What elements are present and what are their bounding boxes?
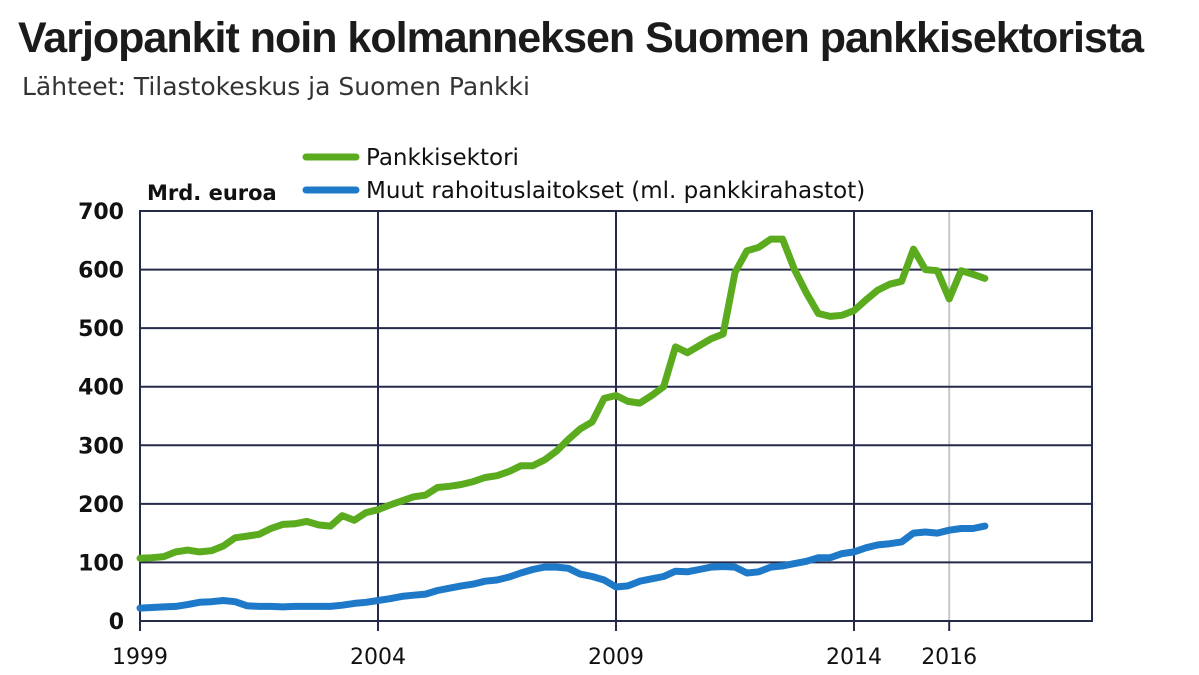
x-tick-label: 2004 bbox=[350, 645, 406, 670]
chart-title: Varjopankit noin kolmanneksen Suomen pan… bbox=[18, 14, 1144, 62]
y-tick-label: 0 bbox=[109, 610, 124, 635]
y-tick-label: 500 bbox=[78, 317, 124, 342]
x-tick-label: 1999 bbox=[112, 645, 168, 670]
x-tick-label: 2014 bbox=[826, 645, 882, 670]
legend-label: Pankkisektori bbox=[366, 145, 519, 171]
y-tick-label: 600 bbox=[78, 259, 124, 284]
y-tick-label: 700 bbox=[78, 200, 124, 225]
series-lines bbox=[136, 235, 989, 612]
x-tick-label: 2009 bbox=[588, 645, 644, 670]
axes: 0 100 200 300 400 500 600 700 1999 2004 2009 2014 20… bbox=[78, 200, 977, 670]
y-axis-unit-label: Mrd. euroa bbox=[147, 181, 277, 205]
y-tick-label: 400 bbox=[78, 376, 124, 401]
legend-label: Muut rahoituslaitokset (ml. pankkirahast… bbox=[366, 178, 865, 204]
series-line-2 bbox=[136, 522, 989, 612]
y-tick-label: 100 bbox=[78, 551, 124, 576]
grid bbox=[139, 210, 1093, 622]
y-tick-label: 300 bbox=[78, 434, 124, 459]
x-tick-label: 2016 bbox=[921, 645, 977, 670]
legend: Pankkisektori Muut rahoituslaitokset (ml.… bbox=[302, 145, 865, 204]
chart-subtitle: Lähteet: Tilastokeskus ja Suomen Pankki bbox=[22, 72, 530, 101]
series-line-1 bbox=[136, 235, 989, 562]
y-tick-label: 200 bbox=[78, 493, 124, 518]
